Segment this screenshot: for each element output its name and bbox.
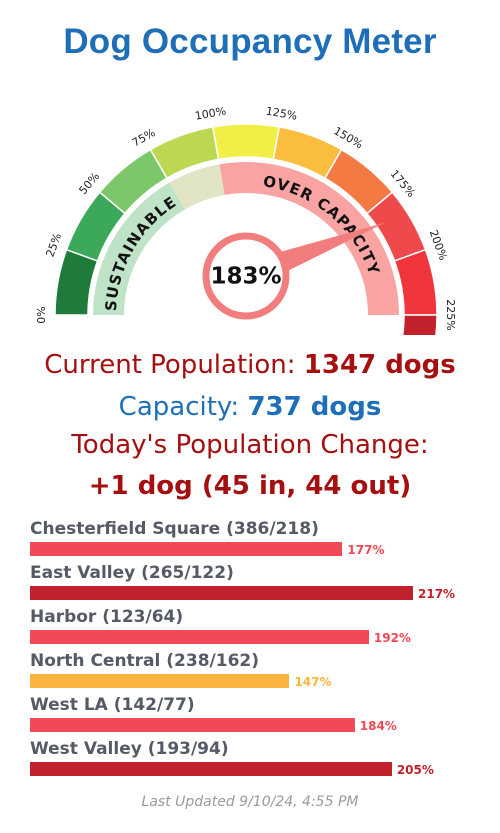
shelter-label: North Central (238/162) xyxy=(30,651,259,671)
capacity-label: Capacity: xyxy=(118,392,240,422)
shelter-percent: 192% xyxy=(373,631,411,645)
shelter-percent: 177% xyxy=(347,543,385,557)
gauge-tick-label: 0% xyxy=(35,306,48,323)
gauge-tick-label: 200% xyxy=(427,228,450,262)
gauge-segment xyxy=(211,123,281,161)
change-value: +1 dog (45 in, 44 out) xyxy=(88,471,412,501)
shelter-row: Harbor (123/64) 192% xyxy=(30,606,480,650)
shelter-row: West LA (142/77) 184% xyxy=(30,694,480,738)
sustainable-transition-band xyxy=(169,164,225,210)
shelter-percent: 147% xyxy=(294,675,332,689)
shelter-bar xyxy=(30,586,413,600)
shelter-label: Chesterfield Square (386/218) xyxy=(30,519,319,539)
gauge-tick-label: 225% xyxy=(444,299,457,330)
shelter-row: East Valley (265/122) 217% xyxy=(30,562,480,606)
gauge-hub xyxy=(202,232,290,320)
occupancy-gauge: 0%25%50%75%100% 125%150%175%200%225%SUSTA… xyxy=(35,104,457,335)
shelter-label: West LA (142/77) xyxy=(30,695,195,715)
capacity-line: Capacity: 737 dogs xyxy=(0,392,500,422)
shelter-bar xyxy=(30,762,392,776)
population-label: Current Population: xyxy=(44,350,296,380)
shelter-row: West Valley (193/94) 205% xyxy=(30,738,480,782)
capacity-value: 737 dogs xyxy=(247,392,382,422)
sustainable-band xyxy=(93,182,185,315)
gauge-tick-label: 75% xyxy=(130,126,158,149)
population-line: Current Population: 1347 dogs xyxy=(0,350,500,380)
shelter-label: West Valley (193/94) xyxy=(30,739,229,759)
shelter-label: East Valley (265/122) xyxy=(30,563,234,583)
shelter-percent: 217% xyxy=(418,587,456,601)
shelter-list: Chesterfield Square (386/218) 177% East Va… xyxy=(30,518,480,782)
population-value: 1347 dogs xyxy=(303,350,456,380)
shelter-bar xyxy=(30,718,355,732)
shelter-row: Chesterfield Square (386/218) 177% xyxy=(30,518,480,562)
last-updated: Last Updated 9/10/24, 4:55 PM xyxy=(141,794,359,810)
gauge-segment xyxy=(401,314,438,335)
shelter-percent: 205% xyxy=(396,763,434,777)
shelter-bar xyxy=(30,674,290,688)
shelter-row: North Central (238/162) 147% xyxy=(30,650,480,694)
shelter-percent: 184% xyxy=(359,719,397,733)
gauge-tick-label: 25% xyxy=(44,231,65,258)
gauge-tick-label: 125% xyxy=(265,104,298,122)
shelter-label: Harbor (123/64) xyxy=(30,607,184,627)
page-title: Dog Occupancy Meter xyxy=(63,22,437,61)
shelter-bar xyxy=(30,630,369,644)
gauge-value: 183% xyxy=(210,264,281,290)
gauge-segment xyxy=(54,248,99,316)
over-capacity-band xyxy=(219,162,399,315)
shelter-bar xyxy=(30,542,343,556)
gauge-tick-label: 100% xyxy=(194,104,227,122)
change-label: Today's Population Change: xyxy=(71,430,429,460)
gauge-segment xyxy=(393,248,438,316)
